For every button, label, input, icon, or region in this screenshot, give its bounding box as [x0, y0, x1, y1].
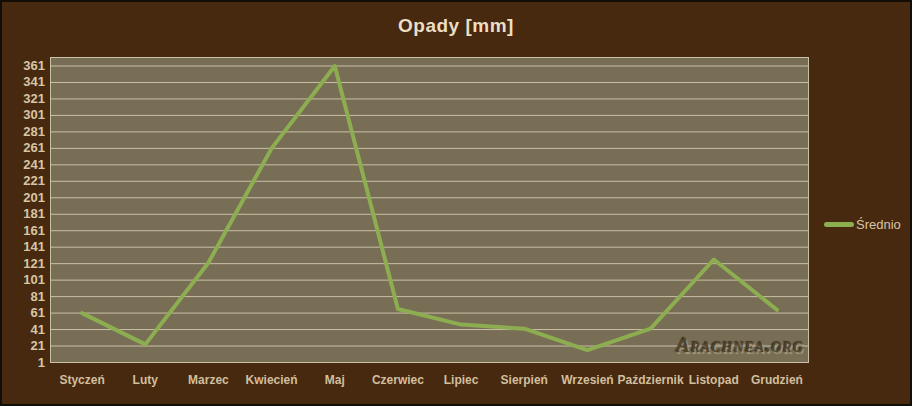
legend-label: Średnio — [856, 217, 901, 232]
y-tick-label: 21 — [3, 338, 45, 354]
y-tick-label: 341 — [3, 74, 45, 90]
legend: Średnio — [824, 217, 901, 232]
y-tick-label: 201 — [3, 190, 45, 206]
y-tick-label: 301 — [3, 107, 45, 123]
y-tick-label: 101 — [3, 272, 45, 288]
watermark: Arachnea.org — [652, 334, 804, 357]
y-tick-label: 161 — [3, 223, 45, 239]
y-tick-label: 181 — [3, 206, 45, 222]
y-tick-label: 141 — [3, 239, 45, 255]
x-tick-label: Grudzień — [732, 373, 822, 388]
y-tick-label: 121 — [3, 256, 45, 272]
y-tick-label: 281 — [3, 124, 45, 140]
y-tick-label: 321 — [3, 91, 45, 107]
chart-frame: Opady [mm] 12141618110112114116118120122… — [0, 0, 912, 406]
legend-line-marker-icon — [824, 222, 854, 227]
y-tick-label: 241 — [3, 157, 45, 173]
y-tick-label: 361 — [3, 58, 45, 74]
y-tick-label: 221 — [3, 173, 45, 189]
y-tick-label: 1 — [3, 355, 45, 371]
y-tick-label: 261 — [3, 140, 45, 156]
y-tick-label: 61 — [3, 305, 45, 321]
y-tick-label: 41 — [3, 322, 45, 338]
y-tick-label: 81 — [3, 289, 45, 305]
